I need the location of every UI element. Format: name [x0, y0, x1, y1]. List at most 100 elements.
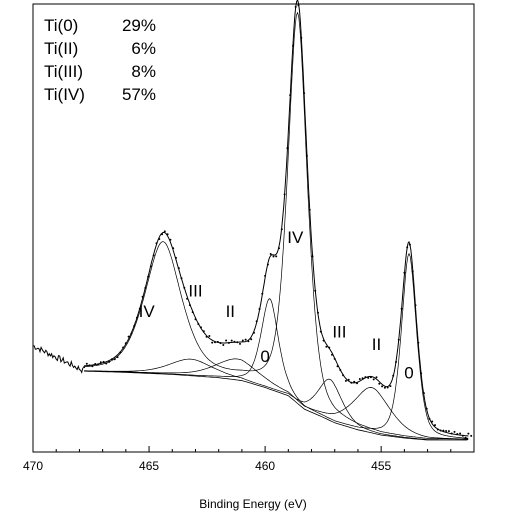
data-point: [158, 238, 161, 240]
data-point: [297, 4, 300, 7]
data-point: [386, 386, 389, 389]
data-point: [311, 255, 314, 258]
peak-label: IV: [139, 302, 156, 321]
data-point: [155, 242, 158, 245]
data-point: [247, 340, 250, 343]
data-point: [361, 377, 364, 380]
component-iii: [84, 358, 469, 441]
data-point: [239, 342, 241, 345]
data-point: [322, 339, 325, 342]
data-point: [403, 271, 406, 274]
data-point: [227, 341, 230, 344]
data-point: [113, 358, 116, 361]
data-point: [225, 339, 228, 342]
data-point: [434, 424, 436, 427]
data-point: [183, 286, 186, 289]
data-point: [200, 326, 202, 329]
data-point: [339, 369, 342, 371]
data-point: [411, 270, 414, 273]
data-point: [347, 378, 350, 381]
component-ii: [84, 358, 469, 440]
data-point: [230, 339, 233, 342]
data-point: [378, 382, 381, 385]
data-point: [275, 255, 278, 258]
data-points: [32, 4, 473, 439]
data-point: [244, 338, 247, 341]
data-point: [456, 433, 459, 435]
data-point: [453, 430, 456, 433]
data-point: [294, 5, 297, 8]
raw-data-line: [32, 345, 84, 374]
data-point: [436, 428, 439, 431]
data-point: [289, 94, 292, 97]
peak-label: 0: [404, 364, 413, 383]
data-point: [172, 247, 175, 250]
peak-label: III: [188, 282, 202, 301]
data-point: [350, 381, 353, 384]
legend-name: Ti(II): [44, 38, 79, 58]
data-point: [292, 44, 294, 47]
data-point: [431, 420, 434, 423]
data-point: [149, 265, 152, 268]
legend-name: Ti(III): [44, 61, 84, 81]
data-point: [91, 365, 94, 368]
data-point: [356, 382, 358, 385]
data-point: [214, 341, 216, 344]
legend-name: Ti(IV): [44, 84, 85, 104]
data-point: [353, 380, 356, 383]
data-point: [342, 374, 345, 377]
data-point: [130, 332, 133, 335]
component-iv: [84, 11, 469, 440]
data-point: [138, 307, 141, 310]
data-point: [417, 341, 420, 344]
data-point: [305, 154, 308, 157]
legend-row-ti4: Ti(IV) 57%: [44, 83, 156, 106]
peak-label: III: [332, 323, 346, 342]
legend-name: Ti(0): [44, 15, 79, 35]
data-point: [447, 430, 450, 433]
x-axis-ticks: 470 465 460 455: [23, 446, 475, 473]
data-point: [236, 341, 239, 344]
data-point: [141, 295, 144, 298]
data-point: [152, 254, 155, 257]
data-point: [97, 363, 99, 366]
data-point: [108, 360, 111, 363]
data-point: [336, 365, 339, 368]
data-point: [116, 356, 119, 359]
data-point: [272, 255, 275, 258]
data-point: [264, 274, 267, 277]
legend-percent: 29%: [121, 15, 156, 35]
data-point: [333, 357, 336, 360]
data-point: [369, 376, 372, 379]
data-point: [464, 436, 467, 439]
data-point: [364, 376, 367, 379]
background-line: [84, 370, 467, 441]
fit-components: [84, 11, 469, 441]
data-point: [216, 340, 219, 343]
data-point: [383, 386, 386, 389]
data-point: [470, 434, 473, 437]
data-point: [408, 243, 411, 246]
data-point: [303, 92, 306, 95]
data-point: [258, 308, 261, 310]
peak-label: II: [372, 335, 381, 354]
data-point: [328, 346, 331, 349]
data-point: [122, 346, 125, 349]
data-point: [344, 379, 347, 382]
data-point: [372, 378, 375, 381]
data-point: [211, 341, 214, 344]
data-point: [389, 385, 392, 388]
data-point: [314, 289, 317, 292]
data-point: [85, 362, 88, 365]
data-point: [286, 147, 289, 150]
data-point: [420, 372, 423, 375]
data-point: [94, 363, 97, 365]
data-point: [186, 297, 189, 300]
data-point: [233, 340, 236, 343]
legend-percent: 6%: [131, 38, 156, 58]
data-point: [375, 376, 378, 379]
data-point: [205, 335, 208, 338]
data-point: [467, 432, 470, 435]
data-point: [392, 374, 395, 377]
